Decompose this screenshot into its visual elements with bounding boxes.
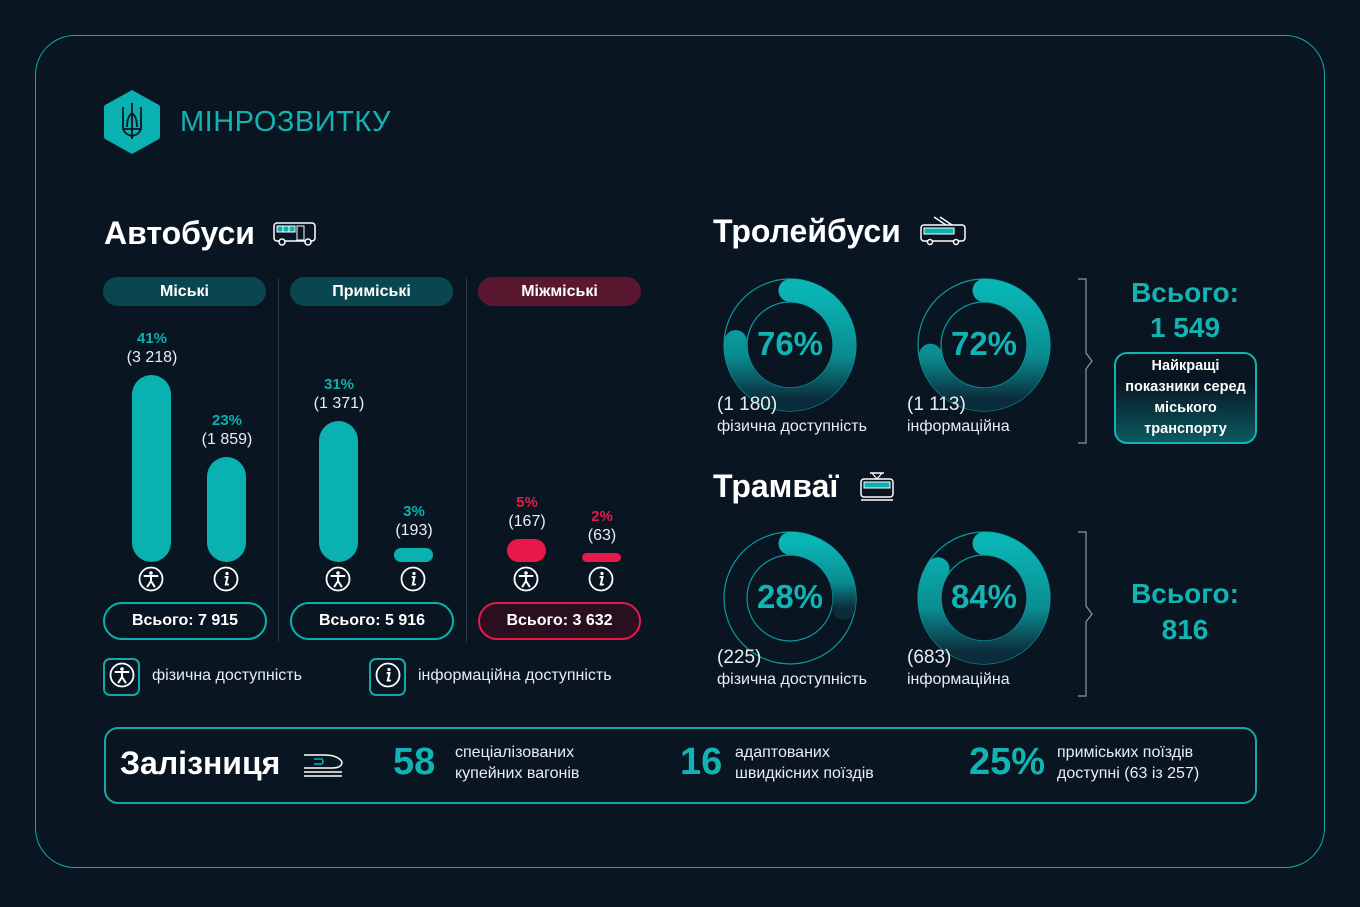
bar-count-label: (3 218) [126, 349, 178, 367]
donut-percent-label: 28% [756, 578, 824, 615]
donut-chart [917, 531, 1051, 665]
railway-stat-line: швидкісних поїздів [735, 765, 874, 782]
accessibility-icon [325, 566, 351, 592]
railway-stat-line: адаптованих [735, 744, 830, 761]
tram-total-value: 816 [1161, 614, 1209, 645]
donut-category-label: фізична доступність [717, 418, 867, 435]
bus-icon [273, 222, 316, 246]
category-total-2: Всього: 3 632 [478, 602, 641, 640]
trolleybus-total-label: Всього: [1131, 277, 1239, 308]
bar-percent-label: 31% [323, 375, 355, 393]
category-pill-1: Приміські [290, 277, 453, 306]
bar-count-label: (167) [508, 513, 546, 531]
legend-info-icon-box [369, 658, 406, 696]
railway-stat-text: спеціалізованих купейних вагонів [455, 742, 579, 784]
legend-accessibility-icon-box [103, 658, 140, 696]
donut-chart [723, 278, 857, 412]
info-icon [375, 662, 401, 693]
tram-icon [860, 472, 894, 501]
bar-percent-label: 41% [136, 330, 168, 348]
physical-accessibility-bar [132, 375, 171, 562]
trident-logo-icon [104, 90, 160, 154]
railway-title: Залізниця [120, 745, 281, 781]
railway-stat-number: 25% [969, 741, 1046, 783]
category-total-1: Всього: 5 916 [290, 602, 454, 640]
legend-info-label: інформаційна доступність [418, 667, 612, 684]
donut-percent-label: 84% [950, 578, 1018, 615]
legend-physical-label: фізична доступність [152, 667, 302, 684]
trolleybus-total-value: 1 549 [1149, 312, 1221, 343]
donut-count-label: (683) [907, 647, 952, 668]
info-accessibility-bar [394, 548, 433, 562]
railway-stat-number: 16 [680, 741, 723, 783]
accessibility-icon [513, 566, 539, 592]
divider [278, 278, 279, 642]
railway-stat-number: 58 [393, 741, 436, 783]
railway-stat-line: спеціалізованих [455, 744, 575, 761]
donut-count-label: (225) [717, 647, 762, 668]
railway-stat-line: купейних вагонів [455, 765, 580, 782]
donut-chart [723, 531, 857, 665]
donut-category-label: фізична доступність [717, 671, 867, 688]
donut-count-label: (1 113) [907, 394, 966, 415]
donut-arc-physical [724, 279, 856, 411]
bar-count-label: (193) [395, 522, 433, 540]
donut-arc-info [918, 532, 1050, 664]
physical-accessibility-bar [319, 420, 358, 562]
donut-arc-physical [778, 532, 856, 620]
bar-percent-label: 3% [403, 503, 425, 521]
accessibility-icon [138, 566, 164, 592]
bar-percent-label: 23% [211, 412, 243, 430]
tram-title: Трамваї [713, 468, 839, 504]
donut-track [746, 301, 834, 389]
trolleybus-title: Тролейбуси [713, 213, 901, 249]
trolleybus-icon [920, 216, 966, 246]
infographic-frame [35, 35, 1325, 868]
info-icon [588, 566, 614, 592]
bar-percent-label: 2% [591, 507, 613, 525]
category-total-0: Всього: 7 915 [103, 602, 267, 640]
bar-percent-label: 5% [516, 494, 538, 512]
buses-title: Автобуси [104, 215, 255, 251]
info-icon [400, 566, 426, 592]
divider [466, 278, 467, 642]
railway-stat-text: адаптованих швидкісних поїздів [735, 742, 874, 784]
railway-panel [104, 727, 1257, 804]
logo-text: МІНРОЗВИТКУ [180, 106, 391, 138]
train-icon [304, 754, 343, 777]
bar-count-label: (1 859) [201, 431, 253, 449]
bar-count-label: (1 371) [313, 394, 365, 412]
donut-category-label: інформаційна [907, 418, 1010, 435]
bracket-trolleybus [1078, 278, 1093, 444]
donut-count-label: (1 180) [717, 394, 778, 415]
bar-count-label: (63) [587, 526, 617, 544]
bracket-tram [1078, 531, 1093, 697]
tram-total-label: Всього: [1131, 578, 1239, 609]
category-pill-0: Міські [103, 277, 266, 306]
donut-category-label: інформаційна [907, 671, 1010, 688]
category-pill-2: Міжміські [478, 277, 641, 306]
physical-accessibility-bar [507, 539, 546, 562]
info-accessibility-bar [207, 457, 246, 562]
info-icon [213, 566, 239, 592]
donut-arc-info [918, 279, 1050, 411]
accessibility-icon [109, 662, 135, 693]
donut-percent-label: 76% [756, 325, 824, 362]
donut-track [940, 301, 1028, 389]
info-accessibility-bar [582, 552, 621, 562]
railway-stat-line: доступні (63 із 257) [1057, 765, 1200, 782]
best-indicators-badge: Найкращі показники серед міського трансп… [1114, 352, 1257, 444]
railway-stat-line: приміських поїздів [1057, 744, 1194, 761]
donut-chart [917, 278, 1051, 412]
railway-stat-text: приміських поїздів доступні (63 із 257) [1057, 742, 1199, 784]
donut-percent-label: 72% [950, 325, 1018, 362]
